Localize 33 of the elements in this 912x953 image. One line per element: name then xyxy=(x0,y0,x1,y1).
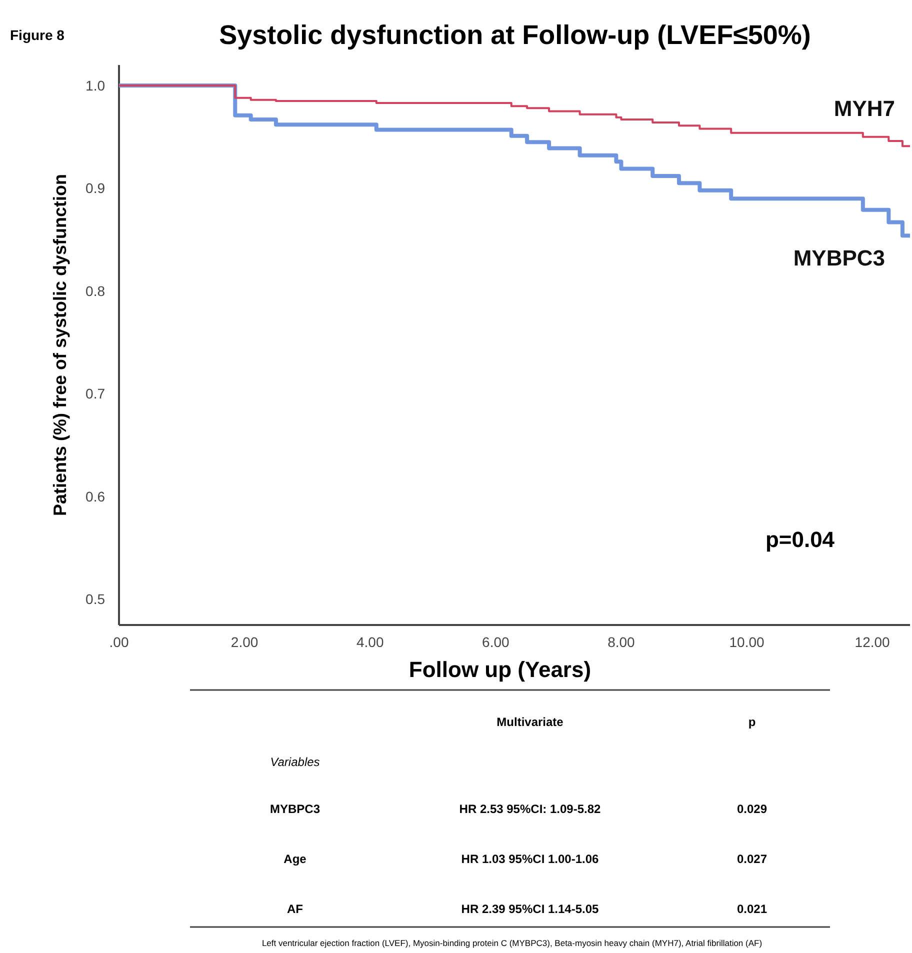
x-tick-label: 8.00 xyxy=(608,634,636,650)
text: Left ventricular ejection fraction (LVEF), Myosin-binding protein C (MYBPC3), Beta-myosin heavy chain (MYH7), Atrial fibrillation (AF) xyxy=(262,938,762,948)
text: HR 2.53 95%CI: 1.09-5.82 xyxy=(459,802,602,816)
chart-title: Systolic dysfunction at Follow-up (LVEF≤50%) xyxy=(219,20,811,50)
x-tick-label: 6.00 xyxy=(482,634,510,650)
y-tick-label: 0.8 xyxy=(86,282,106,299)
text: 0.021 xyxy=(736,902,768,916)
annotation: p=0.04 xyxy=(765,527,836,552)
caption: Figure 8 xyxy=(10,27,65,43)
text: AF xyxy=(287,902,303,916)
x-tick-label: 10.00 xyxy=(729,634,764,650)
series-label: MYBPC3 xyxy=(793,246,885,271)
x-tick-label: .00 xyxy=(109,634,129,650)
text: 0.027 xyxy=(736,852,768,866)
text: HR 1.03 95%CI 1.00-1.06 xyxy=(461,852,600,866)
text: 0.029 xyxy=(736,802,768,816)
text: Age xyxy=(284,852,307,866)
y-tick-label: 0.7 xyxy=(86,386,106,402)
text: Multivariate xyxy=(496,715,564,729)
x-tick-label: 12.00 xyxy=(854,634,890,650)
x-tick-label: 4.00 xyxy=(356,634,384,650)
y-tick-label: 0.9 xyxy=(86,180,106,196)
text: MYBPC3 xyxy=(270,802,320,816)
x-tick-label: 2.00 xyxy=(230,634,258,650)
y-axis-title: Patients (%) free of systolic dysfunction xyxy=(50,174,70,516)
series-label: MYH7 xyxy=(834,96,895,122)
y-tick-label: 0.5 xyxy=(86,591,106,608)
text: p xyxy=(748,715,756,729)
y-tick-label: 1.0 xyxy=(86,77,106,94)
text: Variables xyxy=(270,755,320,769)
text: HR 2.39 95%CI 1.14-5.05 xyxy=(461,902,600,916)
y-tick-label: 0.6 xyxy=(86,488,106,504)
x-axis-title: Follow up (Years) xyxy=(408,657,592,682)
